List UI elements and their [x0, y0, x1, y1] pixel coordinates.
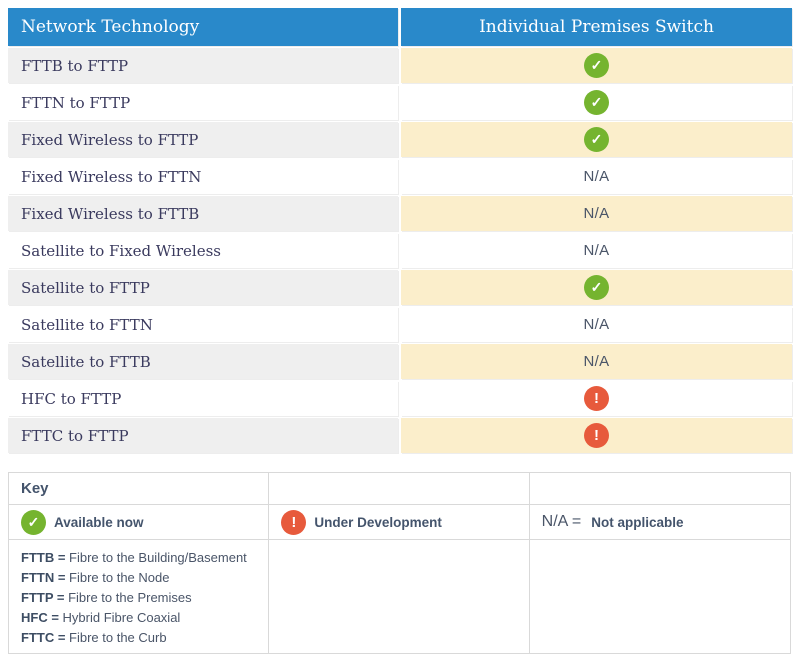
key-na-cell: N/A = Not applicable — [529, 505, 790, 540]
not-applicable-label: Not applicable — [591, 514, 684, 530]
key-abbrev-spacer-2 — [530, 540, 790, 653]
row-status: ✓ — [401, 270, 792, 305]
row-label: FTTC to FTTP — [8, 418, 398, 453]
row-label: Satellite to FTTP — [8, 270, 398, 305]
abbreviation-item: FTTB = Fibre to the Building/Basement — [21, 550, 247, 565]
abbreviation-item: HFC = Hybrid Fibre Coaxial — [21, 610, 181, 625]
key-available-cell: ✓ Available now — [9, 505, 270, 540]
na-text: N/A — [583, 168, 610, 185]
na-text: N/A — [583, 205, 610, 222]
na-text: N/A — [583, 353, 610, 370]
row-status: ✓ — [401, 48, 792, 83]
key-title: Key — [9, 473, 270, 505]
abbreviation-item: FTTC = Fibre to the Curb — [21, 630, 167, 645]
row-status: ! — [401, 418, 792, 453]
na-text: N/A — [583, 242, 610, 259]
check-icon: ✓ — [584, 90, 609, 115]
row-label: Satellite to FTTN — [8, 307, 398, 342]
network-technology-table: Network Technology Individual Premises S… — [8, 8, 792, 453]
check-icon: ✓ — [584, 127, 609, 152]
row-label: Fixed Wireless to FTTN — [8, 159, 398, 194]
exclamation-icon: ! — [281, 509, 307, 535]
available-now-label: Available now — [54, 514, 144, 530]
row-status: N/A — [401, 196, 792, 231]
row-label: Satellite to Fixed Wireless — [8, 233, 398, 268]
key-under-development-cell: ! Under Development — [269, 505, 530, 540]
under-development-label: Under Development — [314, 514, 442, 530]
header-individual-premises-switch: Individual Premises Switch — [401, 8, 792, 46]
check-icon: ✓ — [584, 53, 609, 78]
key-table: Key ✓ Available now ! Under Development … — [8, 472, 791, 654]
header-network-technology: Network Technology — [8, 8, 398, 46]
key-title-spacer-1 — [269, 473, 530, 505]
row-label: FTTN to FTTP — [8, 85, 398, 120]
abbreviation-item: FTTN = Fibre to the Node — [21, 570, 170, 585]
row-status: ✓ — [401, 85, 792, 120]
key-abbreviations-cell: FTTB = Fibre to the Building/Basement FTT… — [9, 540, 270, 653]
key-abbrev-spacer-1 — [269, 540, 530, 653]
exclamation-icon: ! — [584, 386, 609, 411]
row-status: N/A — [401, 344, 792, 379]
exclamation-icon: ! — [584, 423, 609, 448]
row-status: ✓ — [401, 122, 792, 157]
row-status: N/A — [401, 233, 792, 268]
row-label: Satellite to FTTB — [8, 344, 398, 379]
row-status: N/A — [401, 159, 792, 194]
na-prefix: N/A = — [541, 513, 582, 530]
row-label: Fixed Wireless to FTTB — [8, 196, 398, 231]
check-icon: ✓ — [584, 275, 609, 300]
check-icon: ✓ — [21, 509, 46, 535]
row-label: FTTB to FTTP — [8, 48, 398, 83]
row-label: Fixed Wireless to FTTP — [8, 122, 398, 157]
abbreviation-list: FTTB = Fibre to the Building/Basement FTT… — [21, 548, 247, 648]
na-text: N/A — [583, 316, 610, 333]
abbreviation-item: FTTP = Fibre to the Premises — [21, 590, 192, 605]
row-status: ! — [401, 381, 792, 416]
key-title-spacer-2 — [529, 473, 790, 505]
row-label: HFC to FTTP — [8, 381, 398, 416]
row-status: N/A — [401, 307, 792, 342]
